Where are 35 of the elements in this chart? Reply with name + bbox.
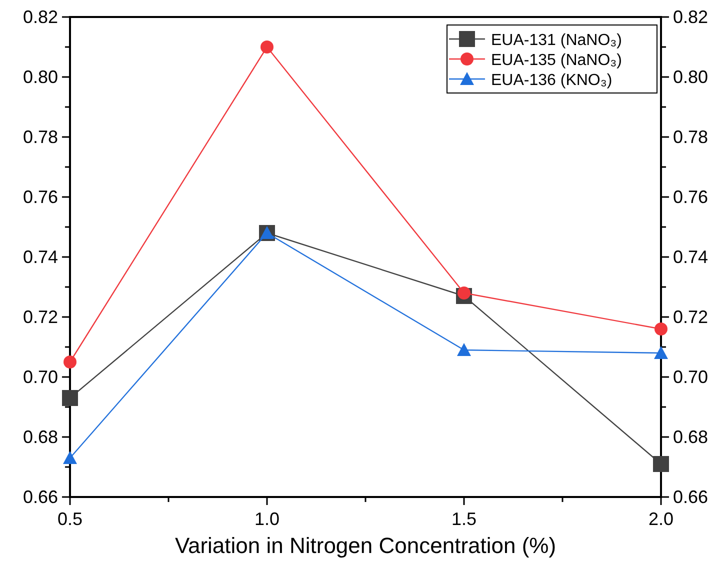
y-tick-label: 0.78: [22, 127, 58, 147]
legend-label: EUA-136 (KNO₃): [491, 72, 612, 89]
legend-label: EUA-131 (NaNO₃): [491, 32, 622, 49]
y2-tick-label: 0.70: [673, 367, 708, 387]
y-tick-label: 0.74: [22, 247, 58, 267]
x-tick-label: 2.0: [648, 509, 674, 529]
legend-label: EUA-135 (NaNO₃): [491, 52, 622, 69]
x-tick-label: 0.5: [57, 509, 83, 529]
y-tick-label: 0.72: [22, 307, 58, 327]
x-tick-label: 1.0: [254, 509, 280, 529]
point: [64, 356, 76, 368]
point: [62, 390, 78, 406]
y2-tick-label: 0.72: [673, 307, 708, 327]
y-tick-label: 0.76: [22, 187, 58, 207]
point: [654, 346, 668, 359]
point: [654, 322, 668, 336]
y-tick-label: 0.70: [22, 367, 58, 387]
y-tick-label: 0.82: [22, 7, 58, 27]
point: [653, 456, 669, 472]
y-tick-label: 0.66: [22, 487, 58, 507]
y2-tick-label: 0.74: [673, 247, 708, 267]
y2-tick-label: 0.68: [673, 427, 708, 447]
point: [458, 286, 470, 300]
y2-tick-label: 0.82: [673, 7, 708, 27]
point: [457, 343, 471, 356]
y-tick-label: 0.68: [22, 427, 58, 447]
point: [260, 40, 274, 54]
x-tick-label: 1.5: [451, 509, 477, 529]
y2-tick-label: 0.66: [673, 487, 708, 507]
y2-tick-label: 0.80: [673, 67, 708, 87]
y2-tick-label: 0.78: [673, 127, 708, 147]
y-tick-label: 0.80: [22, 67, 58, 87]
x-axis-title: Variation in Nitrogen Concentration (%): [174, 533, 556, 558]
y2-tick-label: 0.76: [673, 187, 708, 207]
point: [63, 451, 77, 464]
